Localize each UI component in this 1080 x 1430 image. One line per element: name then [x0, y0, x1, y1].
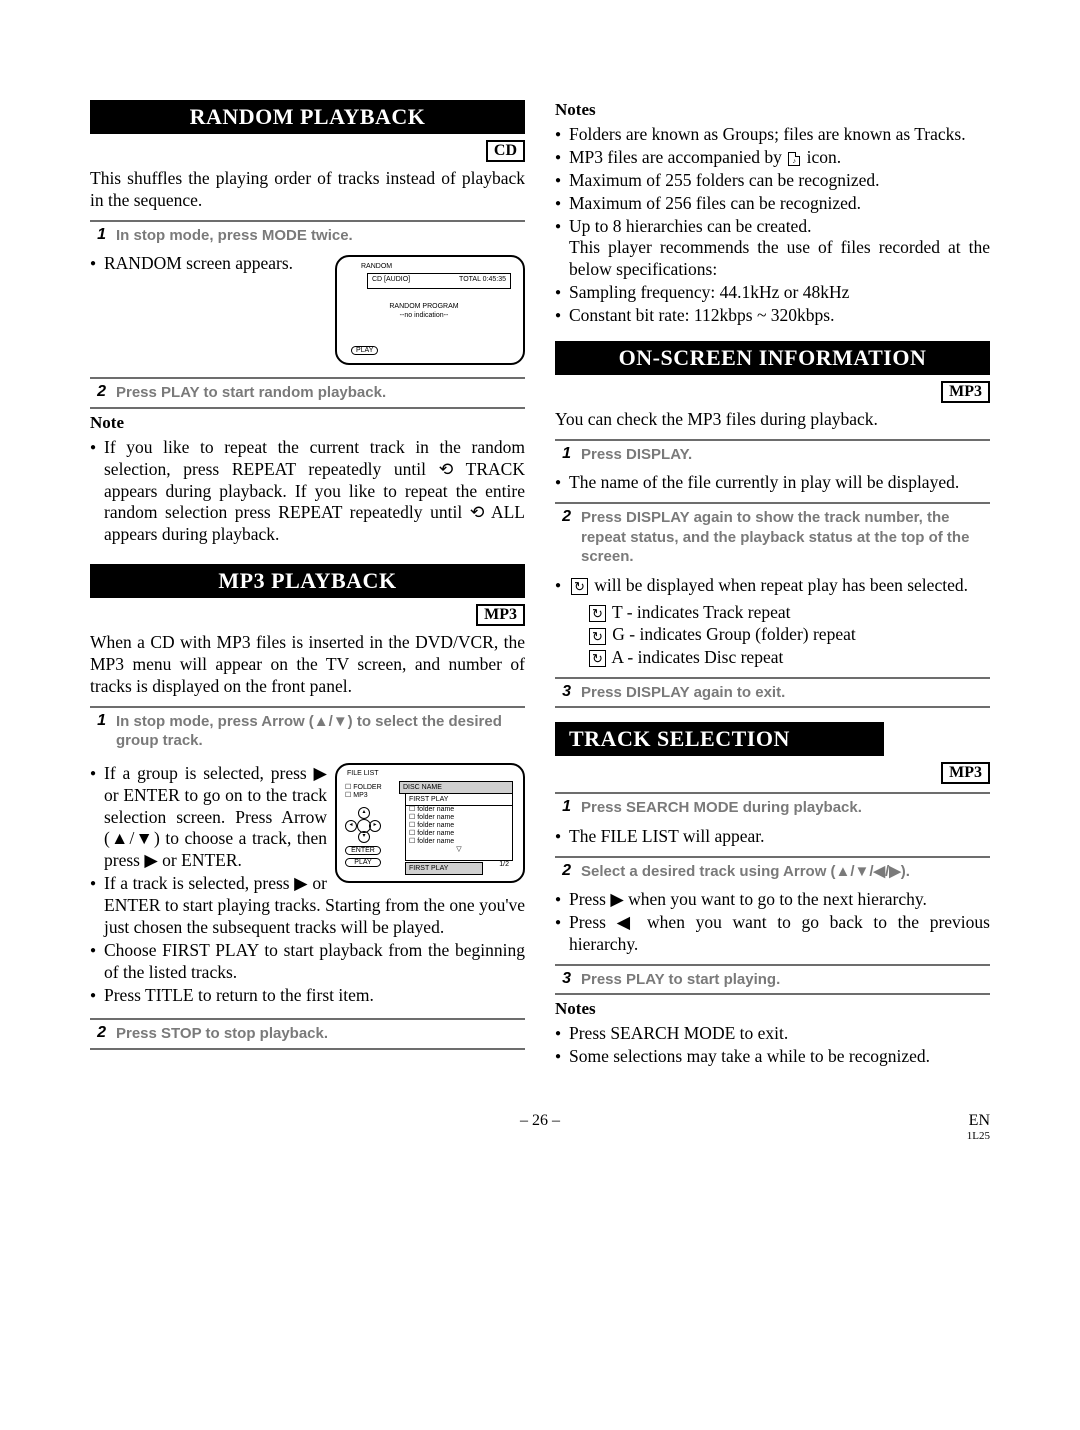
step-number: 2 — [90, 383, 106, 403]
onscreen-step1-block: 1 Press DISPLAY. — [555, 439, 990, 469]
mp3-step2-block: 2 Press STOP to stop playback. — [90, 1018, 525, 1050]
mp3-bullet: If a track is selected, press ▶ or ENTER… — [90, 873, 525, 939]
repeat-g: ↻ G - indicates Group (folder) repeat — [587, 623, 990, 646]
onscreen-intro: You can check the MP3 files during playb… — [555, 409, 990, 431]
track-note: Some selections may take a while to be r… — [555, 1046, 990, 1068]
mp3-bullet: Choose FIRST PLAY to start playback from… — [90, 940, 525, 984]
mp3-playback-title: MP3 PLAYBACK — [90, 564, 525, 598]
no-indication: --no indication-- — [337, 312, 511, 319]
page-number: – 26 – — [90, 1112, 990, 1130]
step-number: 3 — [555, 683, 571, 703]
repeat-a: ↻ A - indicates Disc repeat — [587, 646, 990, 669]
random-step2-block: 2 Press PLAY to start random playback. — [90, 377, 525, 409]
doc-code: 1L25 — [967, 1130, 990, 1142]
mp3-badge: MP3 — [941, 381, 990, 403]
onscreen-bullet: The name of the file currently in play w… — [555, 472, 990, 494]
notes-item: Sampling frequency: 44.1kHz or 48kHz — [555, 282, 990, 304]
notes-item: Maximum of 256 files can be recognized. — [555, 193, 990, 215]
mp3-bullet: Press TITLE to return to the first item. — [90, 985, 525, 1007]
left-column: RANDOM PLAYBACK CD This shuffles the pla… — [90, 100, 525, 1072]
track-bullet: Press ◀ when you want to go back to the … — [555, 912, 990, 956]
notes-item: Up to 8 hierarchies can be created.This … — [555, 216, 990, 282]
play-button-icon: PLAY — [351, 346, 378, 355]
onscreen-step2-block: 2 Press DISPLAY again to show the track … — [555, 502, 990, 571]
note-heading: Note — [90, 413, 525, 433]
onscreen-step3-block: 3 Press DISPLAY again to exit. — [555, 677, 990, 709]
repeat-icon: ↻ — [589, 628, 606, 645]
step-text: In stop mode, press Arrow (▲/▼) to selec… — [116, 712, 525, 751]
cd-badge: CD — [486, 140, 525, 162]
repeat-icon: ↻ — [589, 605, 606, 622]
repeat-icon: ↻ — [589, 650, 606, 667]
track-step3-block: 3 Press PLAY to start playing. — [555, 964, 990, 996]
step-text: Select a desired track using Arrow (▲/▼/… — [581, 862, 990, 882]
track-step1-block: 1 Press SEARCH MODE during playback. — [555, 792, 990, 822]
random-program: RANDOM PROGRAM — [337, 303, 511, 310]
language-code: EN — [969, 1112, 990, 1130]
notes-item: Constant bit rate: 112kbps ~ 320kbps. — [555, 305, 990, 327]
right-column: Notes Folders are known as Groups; files… — [555, 100, 990, 1072]
track-selection-title: TRACK SELECTION — [555, 722, 884, 756]
step-text: Press DISPLAY. — [581, 445, 990, 465]
track-step2-block: 2 Select a desired track using Arrow (▲/… — [555, 856, 990, 886]
step-number: 1 — [555, 798, 571, 818]
step-text: Press STOP to stop playback. — [116, 1024, 525, 1044]
onscreen-info-title: ON-SCREEN INFORMATION — [555, 341, 990, 375]
notes-item: MP3 files are accompanied by ♪ icon. — [555, 147, 990, 169]
step-text: Press SEARCH MODE during playback. — [581, 798, 990, 818]
random-bullet: RANDOM screen appears. — [90, 253, 525, 275]
page-footer: – 26 – EN 1L25 — [90, 1112, 990, 1142]
notes-heading: Notes — [555, 999, 990, 1019]
step-number: 1 — [90, 226, 106, 246]
step-text: Press DISPLAY again to exit. — [581, 683, 990, 703]
mp3-step1-block: 1 In stop mode, press Arrow (▲/▼) to sel… — [90, 706, 525, 755]
cd-audio-label: CD [AUDIO] — [372, 276, 410, 283]
total-time: TOTAL 0:45:35 — [459, 276, 506, 283]
track-note: Press SEARCH MODE to exit. — [555, 1023, 990, 1045]
page-columns: RANDOM PLAYBACK CD This shuffles the pla… — [90, 100, 990, 1072]
onscreen-bullet: ↻ will be displayed when repeat play has… — [555, 575, 990, 597]
mp3-badge: MP3 — [476, 604, 525, 626]
mp3-badge: MP3 — [941, 762, 990, 784]
step-text: Press PLAY to start playing. — [581, 970, 990, 990]
mp3-intro: When a CD with MP3 files is inserted in … — [90, 632, 525, 698]
step-number: 3 — [555, 970, 571, 990]
random-playback-title: RANDOM PLAYBACK — [90, 100, 525, 134]
repeat-t: ↻ T - indicates Track repeat — [587, 601, 990, 624]
track-bullet: The FILE LIST will appear. — [555, 826, 990, 848]
step-text: In stop mode, press MODE twice. — [116, 226, 525, 246]
random-note-body: If you like to repeat the current track … — [90, 437, 525, 546]
notes-heading: Notes — [555, 100, 990, 120]
random-intro: This shuffles the playing order of track… — [90, 168, 525, 212]
mp3-bullet: If a group is selected, press ▶ or ENTER… — [90, 763, 525, 872]
mp3-file-icon: ♪ — [788, 152, 800, 166]
step-number: 2 — [90, 1024, 106, 1044]
step-number: 1 — [555, 445, 571, 465]
mp3-step1-body: FILE LIST ☐ FOLDER ☐ MP3 ▴ ◂ ▸ ▾ ENTER — [90, 759, 525, 1011]
step-number: 2 — [555, 862, 571, 882]
notes-item: Maximum of 255 folders can be recognized… — [555, 170, 990, 192]
random-step1-block: 1 In stop mode, press MODE twice. — [90, 220, 525, 250]
notes-item: Folders are known as Groups; files are k… — [555, 124, 990, 146]
step-number: 2 — [555, 508, 571, 567]
random-step1-body: RANDOM CD [AUDIO] TOTAL 0:45:35 RANDOM P… — [90, 253, 525, 369]
step-number: 1 — [90, 712, 106, 751]
step-text: Press DISPLAY again to show the track nu… — [581, 508, 990, 567]
repeat-icon: ↻ — [571, 578, 588, 595]
step-text: Press PLAY to start random playback. — [116, 383, 525, 403]
track-bullet: Press ▶ when you want to go to the next … — [555, 889, 990, 911]
